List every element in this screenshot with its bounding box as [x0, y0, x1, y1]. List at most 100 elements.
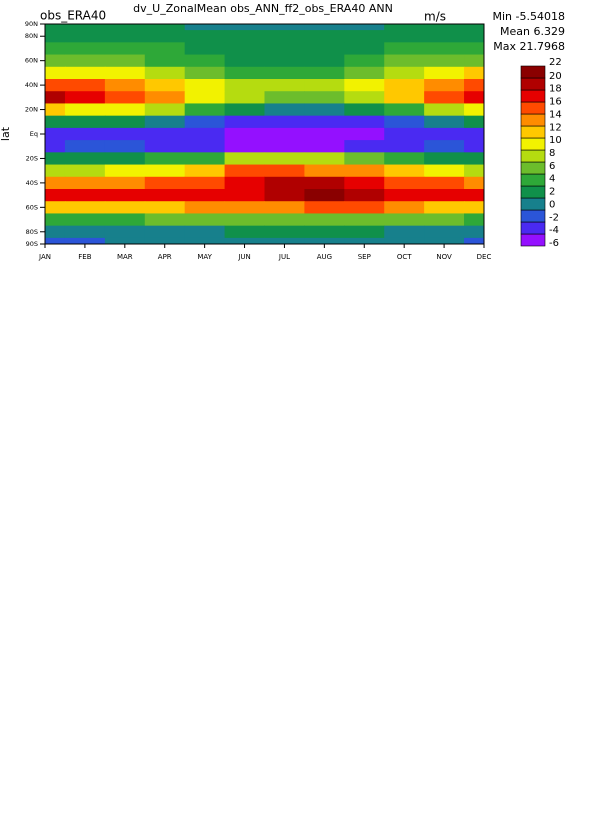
field-cell	[264, 103, 305, 117]
field-cell	[344, 127, 385, 141]
field-cell	[384, 66, 425, 80]
field-cell	[424, 164, 465, 178]
field-cell	[144, 176, 186, 190]
field-cell	[264, 140, 305, 153]
field-cell	[304, 42, 345, 56]
field-cell	[264, 54, 305, 68]
stat-text: Min -5.54018	[493, 10, 566, 23]
field-cell	[224, 176, 265, 190]
field-cell	[304, 30, 345, 43]
field-cell	[344, 140, 385, 153]
field-cell	[384, 225, 425, 239]
field-cell	[384, 152, 425, 166]
field-cell	[184, 91, 226, 104]
field-cell	[224, 201, 265, 214]
colorbar-box	[520, 77, 546, 91]
field-cell	[45, 201, 66, 214]
field-cell	[184, 201, 226, 214]
field-cell	[144, 54, 186, 68]
field-cell	[144, 189, 186, 202]
field-cell	[304, 164, 345, 178]
colorbar-box	[520, 65, 546, 79]
field-cell	[104, 42, 146, 56]
y-tick-label: 40N	[25, 81, 38, 89]
field-cell	[45, 54, 66, 68]
field-cell	[144, 91, 186, 104]
field-cell	[144, 79, 186, 92]
field-cell	[45, 164, 66, 178]
field-cell	[464, 225, 484, 239]
field-cell	[344, 237, 385, 244]
field-cell	[424, 24, 465, 31]
field-cell	[384, 79, 425, 92]
field-cell	[464, 115, 484, 129]
y-tick-label: 60S	[26, 203, 38, 211]
stat-label: Min	[493, 10, 513, 23]
field-cell	[45, 115, 66, 129]
field-cell	[144, 213, 186, 227]
field-cell	[384, 115, 425, 129]
field-cell	[184, 54, 226, 68]
colorbar-box	[520, 113, 546, 127]
field-cell	[104, 54, 146, 68]
field-cell	[264, 201, 305, 214]
field-cell	[304, 127, 345, 141]
x-tick-label: JUL	[278, 253, 290, 261]
field-cell	[344, 24, 385, 31]
field-cell	[104, 79, 146, 92]
field-cell	[144, 237, 186, 244]
stat-label: Max	[493, 40, 516, 53]
field-cell	[45, 152, 66, 166]
units-label: m/s	[424, 10, 446, 24]
field-cell	[464, 176, 484, 190]
field-cell	[144, 42, 186, 56]
field-cell	[224, 164, 265, 178]
field-cell	[344, 164, 385, 178]
field-cell	[384, 176, 425, 190]
field-cell	[464, 91, 484, 104]
field-cell	[144, 225, 186, 239]
field-cell	[184, 140, 226, 153]
field-cell	[264, 79, 305, 92]
colorbar-box	[520, 101, 546, 115]
colorbar-label: 8	[549, 148, 555, 159]
field-cell	[64, 189, 106, 202]
field-cell	[424, 79, 465, 92]
field-cell	[424, 237, 465, 244]
field-cell	[304, 115, 345, 129]
colorbar-box	[520, 89, 546, 103]
field-cell	[304, 54, 345, 68]
field-cell	[45, 66, 66, 80]
field-cell	[304, 201, 345, 214]
field-cell	[224, 213, 265, 227]
field-cell	[464, 66, 484, 80]
field-cell	[424, 91, 465, 104]
field-cell	[224, 152, 265, 166]
stat-label: Mean	[500, 25, 530, 38]
field-cell	[144, 24, 186, 31]
field-cell	[64, 30, 106, 43]
field-cell	[184, 152, 226, 166]
field-cell	[304, 213, 345, 227]
field-cell	[304, 237, 345, 244]
field-cell	[344, 66, 385, 80]
field-cell	[464, 140, 484, 153]
stat-value: 21.7968	[520, 40, 566, 53]
field-cell	[64, 213, 106, 227]
field-cell	[45, 213, 66, 227]
field-cell	[64, 24, 106, 31]
y-tick-label: Eq	[30, 130, 38, 138]
field-cell	[224, 42, 265, 56]
field-cell	[64, 152, 106, 166]
field-cell	[384, 30, 425, 43]
field-cell	[464, 164, 484, 178]
field-cell	[184, 30, 226, 43]
y-tick-label: 20S	[26, 154, 38, 162]
colorbar-box	[520, 137, 546, 151]
field-cell	[144, 30, 186, 43]
field-cell	[104, 189, 146, 202]
field-cell	[45, 79, 66, 92]
field-cell	[304, 225, 345, 239]
field-cell	[45, 30, 66, 43]
field-cell	[264, 189, 305, 202]
